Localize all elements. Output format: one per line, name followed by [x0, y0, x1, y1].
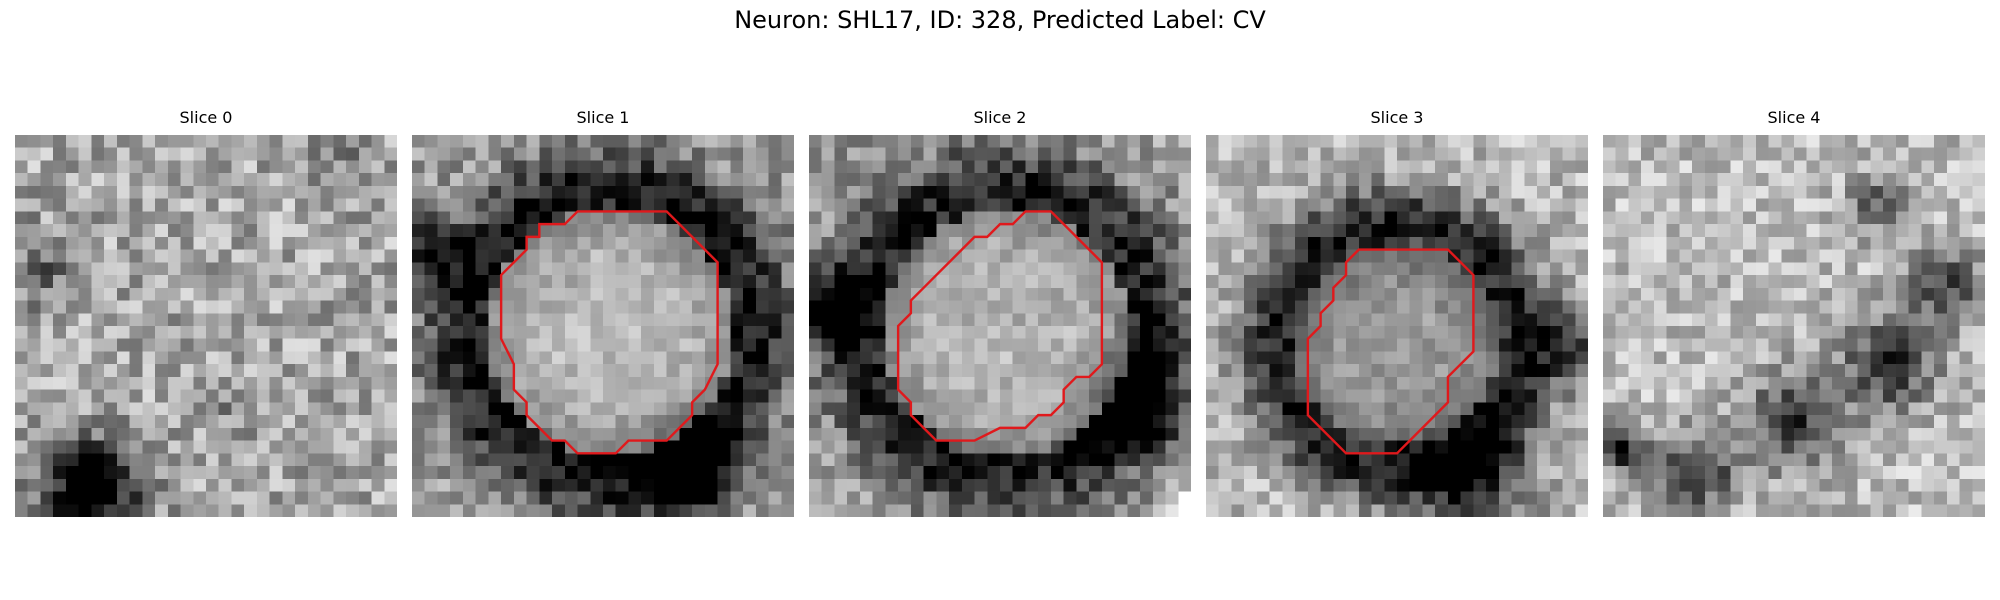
slice-image [1603, 135, 1985, 517]
segmentation-outline-layer [1603, 135, 1985, 517]
slice-title: Slice 2 [973, 108, 1027, 127]
slice-image [15, 135, 397, 517]
figure-title: Neuron: SHL17, ID: 328, Predicted Label:… [734, 6, 1266, 34]
slice-panel-2: Slice 2 [809, 108, 1191, 518]
slice-panel-4: Slice 4 [1603, 108, 1985, 518]
slice-title: Slice 3 [1370, 108, 1424, 127]
segmentation-outline [499, 210, 719, 455]
slice-title: Slice 0 [179, 108, 233, 127]
segmentation-outline-layer [1306, 248, 1475, 455]
segmentation-outline-layer [499, 210, 719, 455]
slice-panel-0: Slice 0 [15, 108, 397, 518]
segmentation-outline [896, 210, 1104, 442]
slice-title: Slice 4 [1767, 108, 1821, 127]
slice-title: Slice 1 [576, 108, 630, 127]
segmentation-outline-layer [896, 210, 1104, 442]
slice-panel-3: Slice 3 [1206, 108, 1588, 518]
slice-image [809, 135, 1191, 517]
slice-panel-1: Slice 1 [412, 108, 794, 518]
segmentation-outline-layer [15, 135, 397, 517]
segmentation-outline [1306, 248, 1475, 455]
